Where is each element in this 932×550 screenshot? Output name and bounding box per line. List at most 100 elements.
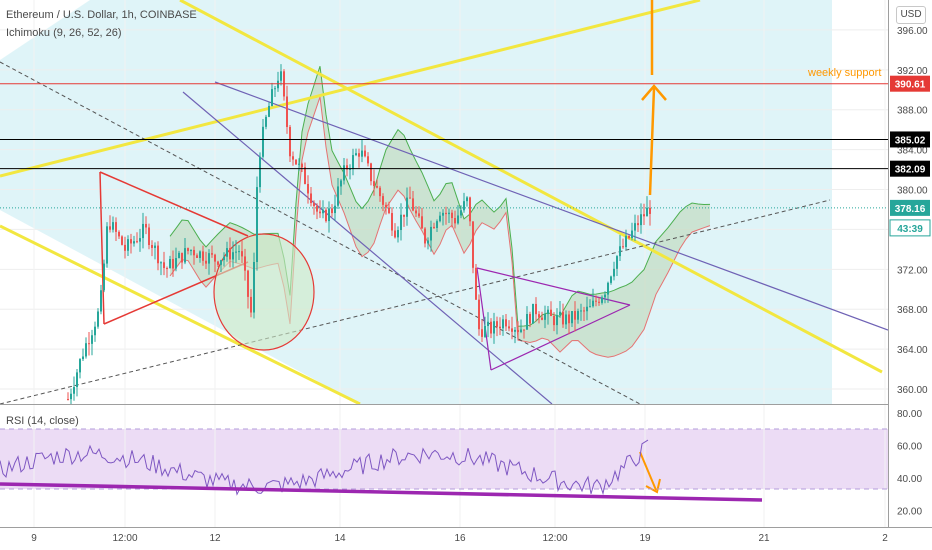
- candle-body: [310, 193, 312, 204]
- orange-rsi-arrow[interactable]: [639, 451, 657, 491]
- candle-body: [391, 213, 393, 231]
- candle-body: [289, 127, 291, 157]
- candle-body: [469, 197, 471, 222]
- candle-body: [601, 297, 603, 303]
- projection-arrows: [639, 0, 667, 494]
- candle-body: [355, 153, 357, 156]
- purple-line-1[interactable]: [214, 81, 888, 331]
- candle-body: [370, 163, 372, 182]
- rsi-tick-label: 80.00: [897, 409, 922, 420]
- candle-body: [553, 315, 555, 326]
- candle-body: [238, 251, 240, 253]
- candle-body: [472, 221, 474, 268]
- candle-body: [79, 359, 81, 373]
- candle-body: [535, 303, 537, 315]
- candle-body: [493, 321, 495, 334]
- time-tick-label: 16: [454, 533, 466, 544]
- candle-body: [382, 196, 384, 205]
- candle-body: [121, 236, 123, 245]
- candle-body: [607, 282, 609, 295]
- highlight-circle[interactable]: [213, 233, 315, 351]
- candle-body: [586, 306, 588, 312]
- time-axis[interactable]: 9 12:00 12 14 16 12:00 19 21 2: [31, 533, 888, 544]
- triangle-left[interactable]: [476, 267, 492, 371]
- candle-body: [256, 187, 258, 263]
- candle-body: [574, 311, 576, 320]
- candle-body: [595, 300, 597, 302]
- candle-body: [232, 252, 234, 260]
- price-tick-label: 380.00: [897, 186, 928, 197]
- yellow-channel-lower[interactable]: [0, 224, 361, 404]
- candle-body: [361, 150, 363, 157]
- candle-body: [292, 156, 294, 160]
- price-label-text: 382.09: [895, 165, 926, 176]
- candle-body: [265, 116, 267, 127]
- candle-body: [538, 314, 540, 318]
- candle-body: [436, 221, 438, 229]
- candle-body: [610, 276, 612, 283]
- candle-body: [475, 267, 477, 300]
- candle-body: [139, 238, 141, 242]
- candle-body: [604, 294, 606, 298]
- price-label-box: [890, 131, 930, 148]
- candle-body: [343, 165, 345, 181]
- candle-body: [487, 321, 489, 326]
- weekly-support-annotation: weekly support: [808, 67, 882, 79]
- yellow-ascending-line[interactable]: [0, 0, 701, 178]
- yellow-channel-upper[interactable]: [179, 0, 883, 374]
- candle-body: [511, 328, 513, 332]
- candle-body: [592, 300, 594, 307]
- candle-body: [628, 235, 630, 239]
- candle-body: [70, 393, 72, 400]
- price-tick-label: 360.00: [897, 385, 928, 396]
- candle-body: [364, 150, 366, 157]
- rsi-support-line[interactable]: [0, 482, 763, 502]
- candle-body: [418, 213, 420, 217]
- candle-body: [184, 248, 186, 263]
- candle-body: [358, 153, 360, 157]
- rsi-axis[interactable]: 80.00 60.00 40.00 20.00: [897, 409, 922, 518]
- triangle-lower[interactable]: [490, 304, 631, 371]
- candle-body: [94, 326, 96, 336]
- candle-body: [136, 241, 138, 243]
- candle-body: [133, 241, 135, 244]
- candle-body: [463, 201, 465, 211]
- purple-line-2[interactable]: [182, 91, 553, 404]
- candle-body: [127, 239, 129, 251]
- candle-body: [532, 303, 534, 324]
- price-tick-label: 392.00: [897, 66, 928, 77]
- price-tick-label: 388.00: [897, 106, 928, 117]
- candle-body: [316, 205, 318, 212]
- currency-button[interactable]: USD: [896, 6, 926, 24]
- candle-body: [298, 163, 300, 165]
- dashed-trendline-down[interactable]: [0, 61, 641, 404]
- candle-body: [433, 226, 435, 229]
- candle-body: [373, 181, 375, 186]
- candle-body: [277, 80, 279, 89]
- red-wedge-left[interactable]: [99, 171, 105, 325]
- candle-body: [637, 223, 639, 226]
- time-tick-label: 9: [31, 533, 37, 544]
- red-wedge-upper[interactable]: [99, 171, 249, 237]
- candle-body: [622, 246, 624, 248]
- candle-body: [166, 268, 168, 270]
- candle-body: [634, 223, 636, 231]
- candle-body: [253, 262, 255, 313]
- candle-body: [439, 215, 441, 222]
- orange-arrow-main[interactable]: [648, 87, 656, 196]
- candle-body: [412, 198, 414, 211]
- candle-body: [496, 321, 498, 327]
- candle-body: [598, 301, 600, 303]
- rsi-series-line: [0, 439, 649, 496]
- candle-body: [508, 326, 510, 329]
- candle-body: [223, 256, 225, 261]
- price-tick-label: 396.00: [897, 26, 928, 37]
- candle-body: [631, 230, 633, 239]
- candle-body: [295, 159, 297, 165]
- dashed-trendline-up[interactable]: [0, 199, 831, 404]
- candle-body: [430, 226, 432, 241]
- candle-body: [526, 313, 528, 330]
- candle-body: [331, 208, 333, 214]
- candle-body: [313, 203, 315, 206]
